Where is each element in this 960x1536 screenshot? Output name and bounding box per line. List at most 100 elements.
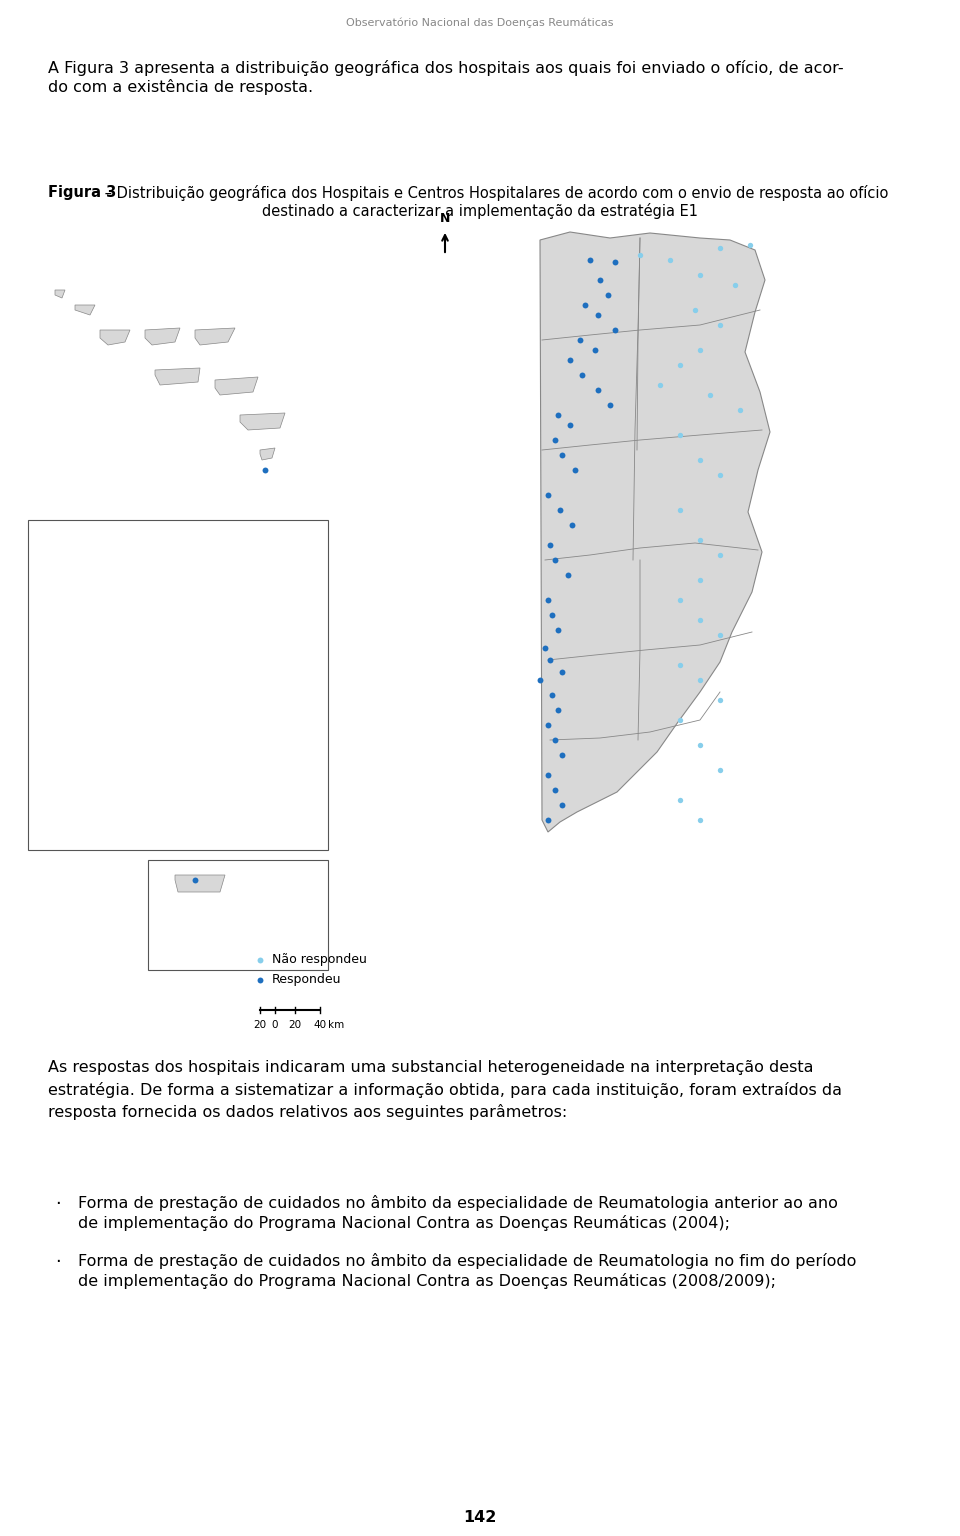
Point (540, 808, 556, 833)
Text: A Figura 3 apresenta a distribuição geográfica dos hospitais aos quais foi envia: A Figura 3 apresenta a distribuição geog… (48, 60, 844, 95)
Point (574, 362, 589, 387)
Point (672, 708, 687, 733)
Point (588, 338, 603, 362)
Point (600, 283, 615, 307)
Point (608, 250, 623, 275)
Text: km: km (328, 1020, 345, 1031)
Point (692, 447, 708, 472)
Point (554, 793, 569, 817)
Point (608, 318, 623, 343)
Point (187, 868, 203, 892)
Point (692, 733, 708, 757)
Polygon shape (55, 290, 65, 298)
Point (712, 757, 728, 782)
Text: Figura 3: Figura 3 (48, 184, 116, 200)
Point (728, 273, 743, 298)
Text: destinado a caracterizar a implementação da estratégia E1: destinado a caracterizar a implementação… (262, 203, 698, 220)
Text: 40: 40 (313, 1020, 326, 1031)
Polygon shape (260, 449, 275, 459)
Point (554, 660, 569, 685)
Text: 142: 142 (464, 1510, 496, 1525)
Point (692, 568, 708, 593)
Text: – Distribuição geográfica dos Hospitais e Centros Hospitalares de acordo com o e: – Distribuição geográfica dos Hospitais … (100, 184, 888, 201)
Point (592, 267, 608, 292)
Polygon shape (100, 330, 130, 346)
Text: de implementação do Programa Nacional Contra as Doenças Reumáticas (2008/2009);: de implementação do Programa Nacional Co… (78, 1273, 776, 1289)
Text: Forma de prestação de cuidados no âmbito da especialidade de Reumatologia no fim: Forma de prestação de cuidados no âmbito… (78, 1253, 856, 1269)
Text: Respondeu: Respondeu (272, 974, 342, 986)
Point (563, 413, 578, 438)
Point (561, 562, 576, 587)
Point (590, 303, 606, 327)
Point (672, 353, 687, 378)
Point (672, 498, 687, 522)
Point (590, 378, 606, 402)
Point (662, 247, 678, 272)
Point (252, 968, 268, 992)
Point (633, 243, 648, 267)
Point (692, 808, 708, 833)
Point (538, 636, 553, 660)
Text: As respostas dos hospitais indicaram uma substancial heterogeneidade na interpre: As respostas dos hospitais indicaram uma… (48, 1060, 842, 1120)
Point (550, 402, 565, 427)
Polygon shape (540, 232, 770, 833)
Point (602, 393, 617, 418)
Point (563, 347, 578, 372)
Point (552, 498, 567, 522)
Text: de implementação do Programa Nacional Contra as Doenças Reumáticas (2004);: de implementação do Programa Nacional Co… (78, 1215, 730, 1230)
Point (554, 442, 569, 467)
Point (540, 482, 556, 507)
Polygon shape (195, 329, 235, 346)
Text: 20: 20 (288, 1020, 301, 1031)
Text: 0: 0 (272, 1020, 278, 1031)
Point (544, 602, 560, 627)
Point (672, 588, 687, 613)
Point (712, 313, 728, 338)
Point (692, 263, 708, 287)
Text: Não respondeu: Não respondeu (272, 954, 367, 966)
Point (547, 728, 563, 753)
Polygon shape (175, 876, 225, 892)
Point (692, 608, 708, 633)
Polygon shape (155, 369, 200, 386)
Point (542, 648, 558, 673)
Point (252, 948, 268, 972)
Point (692, 668, 708, 693)
Point (550, 697, 565, 722)
Text: 20: 20 (253, 1020, 267, 1031)
FancyBboxPatch shape (148, 860, 328, 971)
Point (672, 422, 687, 447)
Point (692, 338, 708, 362)
Point (564, 513, 580, 538)
Point (547, 777, 563, 802)
Point (540, 588, 556, 613)
Point (257, 458, 273, 482)
Point (583, 247, 598, 272)
Polygon shape (240, 413, 285, 430)
Point (712, 688, 728, 713)
Point (544, 682, 560, 707)
Point (653, 373, 668, 398)
Point (672, 653, 687, 677)
Point (577, 293, 592, 318)
Point (547, 427, 563, 452)
Text: ·: · (55, 1253, 60, 1270)
Point (687, 298, 703, 323)
Point (672, 788, 687, 813)
Point (712, 462, 728, 487)
Point (542, 533, 558, 558)
Point (692, 528, 708, 553)
Point (712, 542, 728, 567)
Point (732, 398, 748, 422)
Point (712, 622, 728, 647)
Point (547, 548, 563, 573)
Point (567, 458, 583, 482)
Point (532, 668, 547, 693)
Polygon shape (145, 329, 180, 346)
Point (742, 233, 757, 258)
Text: N: N (440, 212, 450, 224)
Polygon shape (215, 376, 258, 395)
Text: ·: · (55, 1195, 60, 1213)
Point (540, 713, 556, 737)
Point (550, 617, 565, 642)
